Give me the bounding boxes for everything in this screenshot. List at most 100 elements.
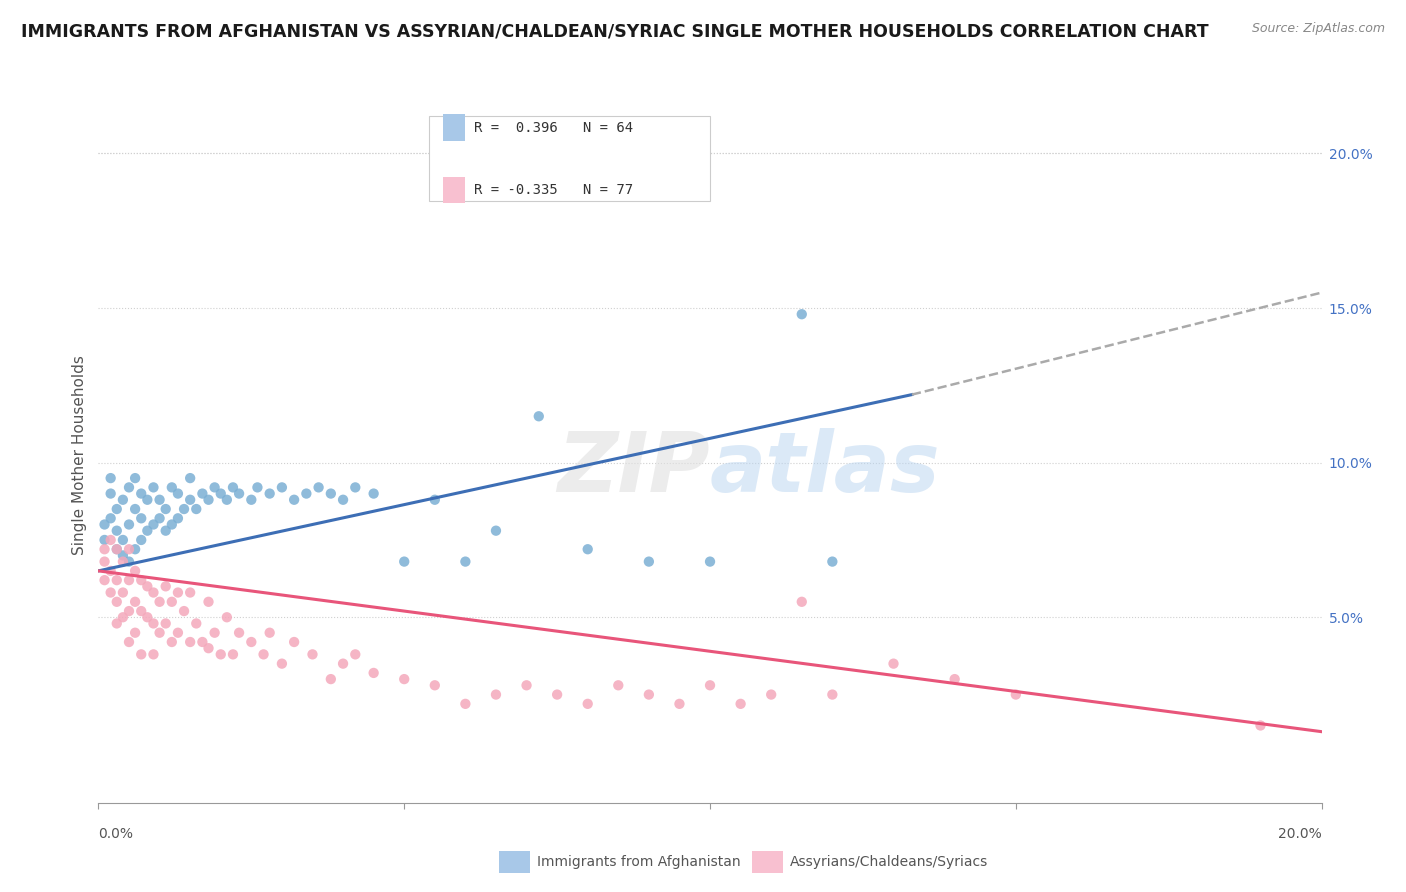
Point — [209, 486, 232, 500]
Point — [160, 595, 183, 609]
Text: 20.0%: 20.0% — [1278, 827, 1322, 841]
Point — [105, 502, 128, 516]
Point — [129, 604, 152, 618]
Point — [240, 635, 263, 649]
Point — [283, 635, 305, 649]
Point — [454, 555, 477, 569]
Point — [111, 533, 134, 547]
Point — [319, 486, 342, 500]
Point — [308, 480, 330, 494]
Point — [332, 492, 354, 507]
Point — [149, 625, 172, 640]
Point — [344, 648, 367, 662]
Point — [259, 486, 281, 500]
Point — [155, 502, 177, 516]
Point — [167, 486, 190, 500]
Point — [485, 688, 508, 702]
Point — [363, 486, 385, 500]
Point — [100, 585, 122, 599]
Point — [100, 471, 122, 485]
Point — [118, 635, 141, 649]
Point — [607, 678, 630, 692]
Point — [142, 585, 165, 599]
Point — [295, 486, 318, 500]
Point — [105, 573, 128, 587]
Point — [155, 524, 177, 538]
Point — [191, 486, 214, 500]
Point — [204, 480, 226, 494]
Point — [124, 471, 146, 485]
Point — [93, 555, 115, 569]
Point — [124, 595, 146, 609]
Point — [485, 524, 508, 538]
Point — [129, 573, 152, 587]
Point — [423, 678, 446, 692]
Point — [118, 555, 141, 569]
Point — [100, 533, 122, 547]
Point — [111, 555, 134, 569]
Point — [228, 486, 250, 500]
Point — [118, 517, 141, 532]
Point — [179, 635, 201, 649]
Point — [129, 648, 152, 662]
Point — [197, 595, 219, 609]
Point — [160, 480, 183, 494]
Point — [179, 585, 201, 599]
Point — [173, 502, 195, 516]
Point — [222, 648, 245, 662]
Point — [100, 486, 122, 500]
Point — [637, 555, 661, 569]
Point — [111, 610, 134, 624]
Text: Immigrants from Afghanistan: Immigrants from Afghanistan — [537, 855, 741, 869]
Point — [179, 471, 201, 485]
Point — [454, 697, 477, 711]
Point — [790, 595, 813, 609]
Point — [821, 688, 844, 702]
Point — [270, 657, 292, 671]
Point — [105, 616, 128, 631]
Point — [222, 480, 245, 494]
Point — [129, 486, 152, 500]
Text: ZIP: ZIP — [557, 428, 710, 509]
Point — [93, 573, 115, 587]
Point — [191, 635, 214, 649]
Text: R =  0.396   N = 64: R = 0.396 N = 64 — [474, 120, 633, 135]
Point — [149, 595, 172, 609]
Point — [943, 672, 966, 686]
Point — [105, 524, 128, 538]
Point — [215, 610, 238, 624]
Point — [118, 573, 141, 587]
Point — [149, 492, 172, 507]
Point — [527, 409, 550, 424]
Point — [105, 542, 128, 557]
Point — [197, 641, 219, 656]
Point — [576, 697, 599, 711]
Point — [155, 616, 177, 631]
Point — [124, 502, 146, 516]
Y-axis label: Single Mother Households: Single Mother Households — [72, 355, 87, 555]
Point — [319, 672, 342, 686]
Point — [105, 542, 128, 557]
Point — [118, 604, 141, 618]
Point — [228, 625, 250, 640]
Point — [136, 492, 159, 507]
Point — [392, 672, 416, 686]
Point — [142, 616, 165, 631]
Text: R = -0.335   N = 77: R = -0.335 N = 77 — [474, 183, 633, 197]
Point — [160, 635, 183, 649]
Point — [136, 524, 159, 538]
Point — [283, 492, 305, 507]
Point — [1004, 688, 1026, 702]
Point — [136, 610, 159, 624]
Point — [821, 555, 844, 569]
Point — [167, 585, 190, 599]
Text: Assyrians/Chaldeans/Syriacs: Assyrians/Chaldeans/Syriacs — [790, 855, 988, 869]
Point — [215, 492, 238, 507]
Point — [100, 564, 122, 578]
Point — [186, 502, 208, 516]
Point — [93, 517, 115, 532]
Point — [167, 625, 190, 640]
Point — [246, 480, 269, 494]
Point — [118, 542, 141, 557]
Point — [197, 492, 219, 507]
